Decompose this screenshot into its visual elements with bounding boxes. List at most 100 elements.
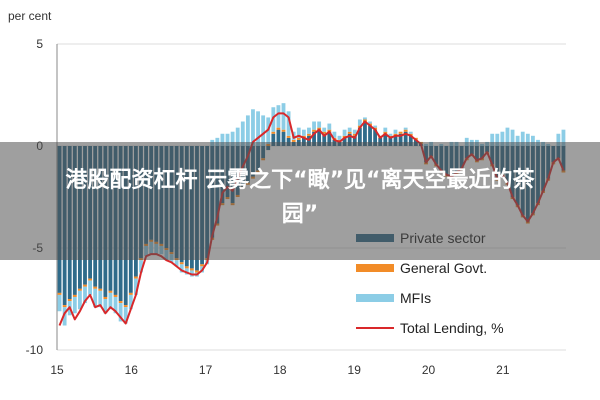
bar-general-govt — [77, 288, 82, 291]
bar-general-govt — [286, 135, 291, 138]
bar-mfis — [561, 129, 566, 146]
bar-private-sector — [307, 135, 311, 146]
bar-mfis — [108, 292, 113, 310]
bar-general-govt — [57, 292, 62, 295]
bar-mfis — [388, 133, 393, 136]
bar-private-sector — [368, 125, 372, 146]
bar-mfis — [220, 133, 225, 146]
bar-general-govt — [123, 305, 128, 308]
bar-mfis — [235, 127, 240, 146]
bar-private-sector — [388, 137, 393, 146]
bar-general-govt — [322, 131, 327, 134]
bar-mfis — [103, 299, 108, 314]
bar-mfis — [281, 103, 286, 130]
x-tick-label: 16 — [125, 363, 139, 377]
bar-mfis — [327, 123, 332, 130]
bar-mfis — [357, 119, 362, 126]
bar-private-sector — [312, 131, 316, 146]
bar-mfis — [215, 137, 220, 146]
bar-private-sector — [373, 129, 378, 146]
x-tick-label: 19 — [348, 363, 362, 377]
bar-private-sector — [383, 133, 388, 146]
y-tick-label: 5 — [36, 37, 43, 51]
bar-private-sector — [271, 133, 276, 146]
bar-general-govt — [291, 139, 296, 142]
bar-mfis — [240, 121, 245, 146]
bar-private-sector — [322, 133, 327, 146]
bar-mfis — [495, 133, 500, 146]
bar-private-sector — [327, 131, 332, 146]
bar-mfis — [307, 127, 311, 134]
bar-mfis — [383, 127, 388, 132]
bar-general-govt — [327, 129, 332, 132]
bar-mfis — [62, 307, 67, 326]
bar-mfis — [133, 278, 138, 295]
bar-private-sector — [398, 133, 403, 146]
bar-mfis — [128, 294, 133, 310]
bar-general-govt — [133, 276, 138, 279]
legend-general-govt-label: General Govt. — [400, 260, 487, 276]
bar-general-govt — [108, 290, 113, 293]
bar-mfis — [408, 131, 413, 134]
bar-general-govt — [363, 119, 367, 122]
bar-private-sector — [347, 133, 352, 146]
bar-mfis — [251, 109, 255, 146]
bar-general-govt — [398, 131, 403, 134]
bar-general-govt — [103, 296, 108, 299]
bar-general-govt — [184, 266, 189, 269]
bar-private-sector — [276, 129, 281, 146]
bar-mfis — [531, 135, 535, 146]
bar-mfis — [179, 264, 184, 273]
bar-general-govt — [403, 129, 408, 132]
bar-general-govt — [317, 127, 322, 130]
bar-mfis — [337, 135, 342, 140]
bar-general-govt — [281, 129, 286, 132]
bar-general-govt — [312, 129, 316, 132]
bar-mfis — [225, 133, 230, 146]
bar-mfis — [393, 129, 398, 134]
bar-private-sector — [408, 135, 413, 146]
bar-general-govt — [307, 133, 311, 136]
bar-private-sector — [342, 137, 347, 146]
bar-general-govt — [352, 133, 357, 136]
bar-mfis — [317, 121, 322, 128]
bar-private-sector — [317, 129, 322, 146]
bar-private-sector — [393, 135, 398, 146]
x-tick-label: 18 — [273, 363, 287, 377]
bar-private-sector — [378, 137, 383, 146]
bar-mfis — [347, 127, 352, 132]
bar-general-govt — [128, 292, 133, 295]
x-tick-label: 17 — [199, 363, 213, 377]
bar-private-sector — [301, 137, 306, 146]
bar-mfis — [525, 133, 530, 146]
bar-mfis — [88, 280, 92, 295]
bar-mfis — [245, 115, 250, 146]
bar-private-sector — [286, 137, 291, 146]
bar-mfis — [520, 131, 525, 146]
bar-mfis — [174, 260, 179, 267]
bar-private-sector — [357, 127, 362, 146]
bar-mfis — [98, 290, 103, 308]
bar-general-govt — [393, 133, 398, 136]
bar-mfis — [83, 286, 87, 304]
y-axis-label: per cent — [8, 9, 52, 23]
bar-mfis — [93, 288, 98, 308]
bar-general-govt — [383, 131, 388, 134]
legend-general-govt-swatch — [356, 264, 394, 272]
bar-mfis — [505, 127, 510, 146]
bar-mfis — [403, 127, 408, 130]
bar-general-govt — [118, 301, 123, 304]
bar-general-govt — [189, 268, 194, 271]
bar-general-govt — [296, 137, 301, 140]
bar-private-sector — [403, 131, 408, 146]
bar-mfis — [113, 296, 118, 314]
bar-mfis — [230, 131, 235, 146]
bar-mfis — [368, 121, 372, 124]
bar-mfis — [363, 117, 367, 120]
bar-general-govt — [88, 278, 92, 281]
bar-private-sector — [352, 135, 357, 146]
bar-general-govt — [179, 262, 184, 265]
bar-mfis — [342, 129, 347, 136]
bar-mfis — [118, 303, 123, 322]
bar-mfis — [256, 111, 260, 146]
